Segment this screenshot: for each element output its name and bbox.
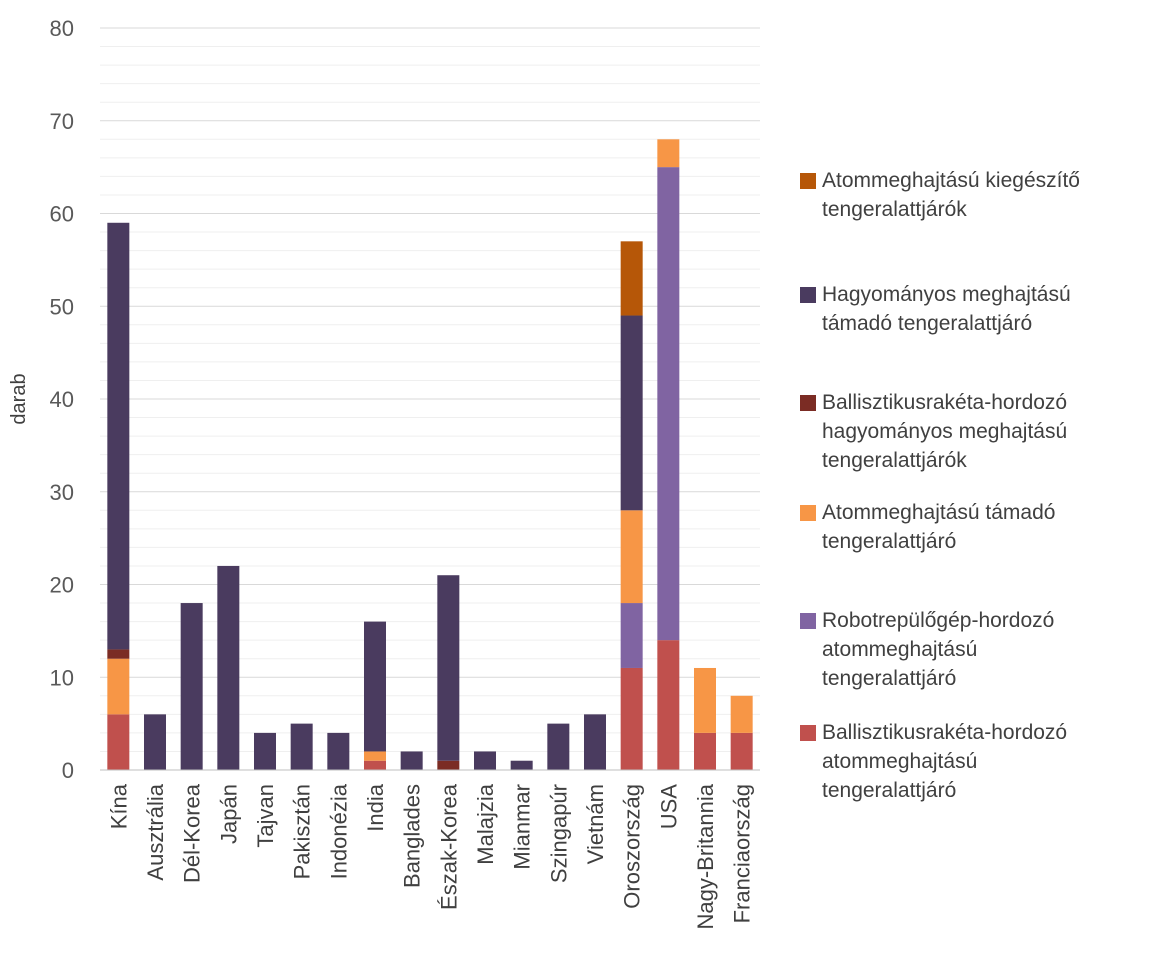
legend-label: Robotrepülőgép-hordozó atommeghajtású teng… bbox=[822, 606, 1054, 693]
legend-label-line: Atommeghajtású támadó bbox=[822, 501, 1056, 524]
y-tick-label: 40 bbox=[50, 387, 74, 412]
bar-segment bbox=[657, 139, 680, 168]
bar-segment bbox=[584, 714, 606, 770]
bar-segment bbox=[364, 760, 386, 770]
bar-segment bbox=[694, 732, 716, 770]
x-category-label: Malajzia bbox=[473, 783, 498, 864]
legend-item: Ballisztikusrakéta-hordozó atommeghajtású… bbox=[800, 718, 1067, 805]
legend-label-line: atommeghajtású bbox=[822, 750, 978, 773]
x-category-label: Kína bbox=[106, 783, 131, 829]
legend-label-line: Hagyományos meghajtású bbox=[822, 283, 1071, 306]
x-category-label: Ausztrália bbox=[143, 783, 168, 880]
x-category-label: Szingapúr bbox=[546, 784, 571, 883]
legend-label: Ballisztikusrakéta-hordozó atommeghajtású… bbox=[822, 718, 1067, 805]
x-category-label: Indonézia bbox=[326, 783, 351, 879]
x-category-label: USA bbox=[656, 784, 681, 830]
legend-item: Ballisztikusrakéta-hordozó hagyományos me… bbox=[800, 388, 1067, 475]
x-category-label: Vietnám bbox=[583, 784, 608, 864]
bar-segment bbox=[327, 732, 350, 770]
x-category-label: Franciaország bbox=[730, 784, 755, 923]
y-tick-label: 0 bbox=[62, 758, 74, 783]
legend-item: Atommeghajtású támadó tengeralattjáró bbox=[800, 498, 1055, 556]
bars bbox=[107, 139, 753, 770]
legend-swatch bbox=[800, 395, 816, 411]
bar-segment bbox=[730, 732, 753, 770]
bar-segment bbox=[107, 222, 130, 650]
bar-segment bbox=[144, 714, 166, 770]
legend-label-line: támadó tengeralattjáró bbox=[822, 312, 1033, 335]
x-category-label: Banglades bbox=[400, 784, 425, 888]
bar-segment bbox=[620, 241, 643, 316]
legend-label-line: tengeralattjáró bbox=[822, 779, 957, 802]
legend-label-line: tengeralattjáró bbox=[822, 530, 957, 553]
gridlines bbox=[100, 27, 760, 752]
x-category-label: Mianmar bbox=[510, 784, 535, 870]
legend-label-line: tengeralattjárók bbox=[822, 198, 967, 221]
bar-segment bbox=[107, 658, 130, 715]
legend-label-line: tengeralattjáró bbox=[822, 667, 957, 690]
legend-label: Hagyományos meghajtású támadó tengeralatt… bbox=[822, 280, 1071, 338]
legend-item: Robotrepülőgép-hordozó atommeghajtású teng… bbox=[800, 606, 1054, 693]
y-tick-label: 50 bbox=[50, 294, 74, 319]
legend-swatch bbox=[800, 613, 816, 629]
legend-item: Atommeghajtású kiegészítő tengeralattjáró… bbox=[800, 166, 1080, 224]
bar-segment bbox=[364, 751, 386, 761]
legend-label-line: Ballisztikusrakéta-hordozó bbox=[822, 721, 1068, 744]
bar-segment bbox=[657, 167, 680, 641]
y-tick-label: 80 bbox=[50, 16, 74, 41]
y-tick-label: 10 bbox=[50, 665, 74, 690]
bar-segment bbox=[547, 723, 570, 770]
legend-swatch bbox=[800, 505, 816, 521]
bar-segment bbox=[437, 575, 460, 761]
bar-segment bbox=[437, 760, 460, 770]
legend-swatch bbox=[800, 725, 816, 741]
bar-segment bbox=[364, 621, 386, 752]
bar-segment bbox=[107, 649, 130, 659]
bar-segment bbox=[290, 723, 313, 770]
legend-item: Hagyományos meghajtású támadó tengeralatt… bbox=[800, 280, 1071, 338]
y-tick-label: 60 bbox=[50, 202, 74, 227]
x-category-label: Nagy-Britannia bbox=[693, 783, 718, 929]
legend-label: Atommeghajtású támadó tengeralattjáró bbox=[822, 498, 1055, 556]
x-category-label: Oroszország bbox=[620, 784, 645, 909]
bar-segment bbox=[180, 603, 203, 770]
y-tick-label: 20 bbox=[50, 573, 74, 598]
legend-label: Ballisztikusrakéta-hordozó hagyományos me… bbox=[822, 388, 1067, 475]
x-category-label: Dél-Korea bbox=[180, 783, 205, 883]
legend-label-line: Atommeghajtású kiegészítő bbox=[822, 169, 1080, 192]
bar-segment bbox=[217, 565, 240, 770]
bar-segment bbox=[620, 510, 643, 604]
legend-label-line: hagyományos meghajtású bbox=[822, 420, 1068, 443]
legend-swatch bbox=[800, 287, 816, 303]
bar-segment bbox=[107, 714, 130, 770]
bar-segment bbox=[657, 640, 680, 770]
legend-label-line: Robotrepülőgép-hordozó bbox=[822, 609, 1055, 632]
x-axis-categories: Kína Ausztrália Dél-Korea Japán Tajvan Pakisz… bbox=[106, 783, 754, 929]
legend-label: Atommeghajtású kiegészítő tengeralattjáró… bbox=[822, 166, 1080, 224]
y-tick-label: 30 bbox=[50, 480, 74, 505]
x-category-label: Pakisztán bbox=[290, 784, 315, 879]
bar-segment bbox=[620, 603, 643, 668]
bar-segment bbox=[474, 751, 496, 770]
x-category-label: Tajvan bbox=[253, 784, 278, 848]
bar-segment bbox=[730, 695, 753, 733]
legend-label-line: Ballisztikusrakéta-hordozó bbox=[822, 391, 1068, 414]
bar-segment bbox=[694, 667, 716, 733]
bar-segment bbox=[510, 760, 533, 770]
x-category-label: Japán bbox=[216, 784, 241, 844]
legend-label-line: tengeralattjárók bbox=[822, 449, 967, 472]
legend-label-line: atommeghajtású bbox=[822, 638, 978, 661]
bar-segment bbox=[400, 751, 423, 770]
legend-swatch bbox=[800, 173, 816, 189]
y-tick-label: 70 bbox=[50, 109, 74, 134]
x-category-label: Észak-Korea bbox=[436, 783, 461, 910]
bar-segment bbox=[620, 667, 643, 770]
bar-segment bbox=[254, 732, 276, 770]
y-axis-label: darab bbox=[8, 373, 30, 424]
y-axis-ticks: 0 10 20 30 40 50 60 70 80 bbox=[50, 16, 74, 783]
bar-segment bbox=[620, 315, 643, 511]
x-category-label: India bbox=[363, 783, 388, 831]
